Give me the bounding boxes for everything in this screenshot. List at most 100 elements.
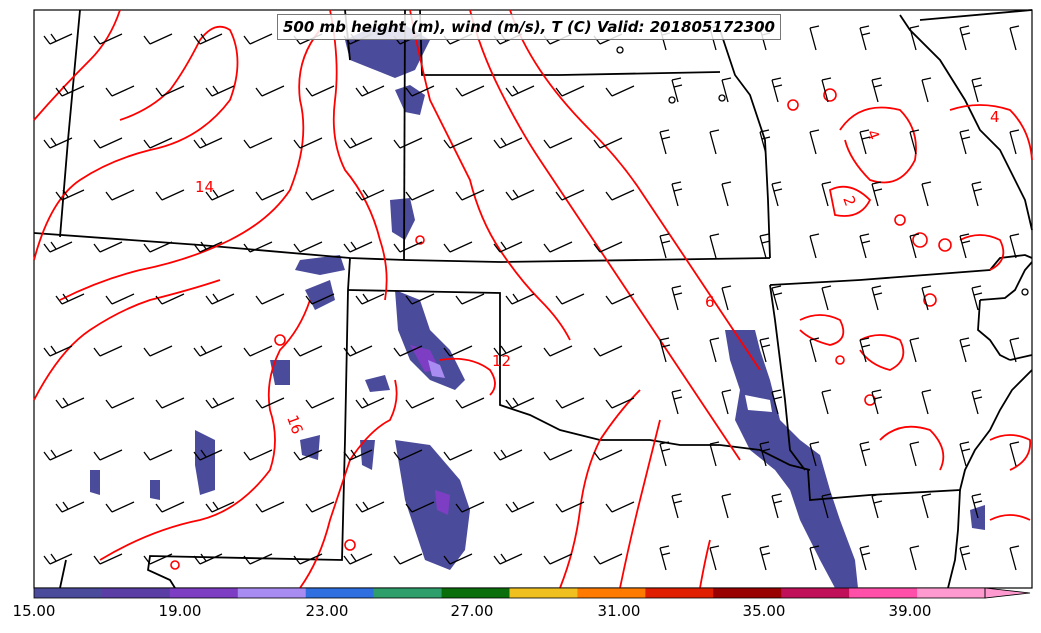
wind-barb [909, 233, 920, 259]
wind-barb [971, 181, 983, 207]
isotherm-label: 16 [283, 413, 306, 437]
wind-barb [759, 129, 771, 155]
wind-barb [771, 493, 783, 519]
wind-barb [343, 553, 373, 565]
wind-barb [55, 189, 85, 201]
wind-barb [871, 181, 883, 207]
wind-barb [93, 137, 123, 149]
colorbar-swatch [441, 588, 510, 598]
colorbar-swatch [101, 588, 171, 598]
wind-barb [93, 33, 123, 45]
wind-barb [343, 449, 373, 461]
wind-barb [193, 137, 223, 149]
wind-barb [43, 553, 73, 565]
wind-barb [443, 137, 473, 149]
wind-barb [143, 449, 173, 461]
wind-barb [909, 129, 920, 155]
wind-barb [243, 33, 273, 45]
colorbar-swatch [713, 588, 782, 598]
wind-barb [659, 129, 671, 155]
wind-barb [971, 77, 983, 103]
wind-barb [343, 345, 373, 357]
wind-barb [909, 25, 920, 51]
wind-barb [809, 337, 820, 363]
wind-barb [821, 77, 832, 103]
isotherm-label: 6 [705, 293, 715, 311]
wind-barb [671, 77, 683, 103]
wind-barb [305, 293, 335, 305]
wind-barb [505, 85, 535, 97]
wind-barb [809, 129, 820, 155]
wind-barb [593, 137, 623, 149]
wind-barb [859, 129, 871, 155]
colorbar-tick-label: 39.00 [888, 602, 932, 620]
wind-barb [443, 345, 473, 357]
wind-barb [709, 441, 720, 467]
wind-barb [493, 449, 523, 461]
wind-barb [105, 85, 135, 97]
wind-barb [255, 293, 285, 305]
wind-barb [859, 25, 871, 51]
wind-barb [393, 137, 423, 149]
wind-barb [971, 493, 983, 519]
wind-barb [721, 181, 732, 207]
wind-barb [959, 233, 971, 259]
calm-wind-marker [718, 94, 726, 102]
wind-barb [193, 241, 223, 253]
isotherm-blobs [170, 88, 952, 570]
wind-barb [155, 501, 185, 513]
wind-barb [193, 33, 223, 45]
wind-barb [959, 545, 971, 571]
wind-barb [555, 293, 585, 305]
wind-barb [593, 449, 623, 461]
wind-barb [205, 293, 235, 305]
isotherm-label: 14 [195, 178, 214, 196]
wind-barb [671, 285, 683, 311]
wind-barb [909, 337, 920, 363]
wind-barb [105, 397, 135, 409]
wind-barb [543, 241, 573, 253]
wind-barb [659, 233, 671, 259]
wind-barb [493, 553, 523, 565]
wind-barb [355, 397, 385, 409]
wind-barb [355, 501, 385, 513]
wind-barb [721, 77, 732, 103]
colorbar-swatch [781, 588, 850, 598]
wind-barb [593, 241, 623, 253]
wind-barb [393, 345, 423, 357]
wind-barb [871, 77, 883, 103]
wind-barb [293, 553, 323, 565]
wind-barb [43, 345, 73, 357]
wind-barb [305, 501, 335, 513]
wind-barb [759, 545, 771, 571]
wind-barb [293, 345, 323, 357]
wind-barb [709, 129, 720, 155]
colorbar-swatch [373, 588, 443, 598]
wind-barb [671, 389, 683, 415]
wind-barb [143, 33, 173, 45]
wind-barb [971, 389, 983, 415]
wind-barb [959, 337, 971, 363]
wind-barb [959, 25, 971, 51]
wind-barb [543, 137, 573, 149]
wind-barb [771, 285, 783, 311]
wind-barb [455, 293, 485, 305]
wind-barb [405, 397, 435, 409]
wind-barb [505, 293, 535, 305]
wind-barb [555, 501, 585, 513]
wind-barb [809, 441, 820, 467]
wind-barb [809, 25, 820, 51]
colorbar-outline [33, 587, 986, 599]
wind-barb [555, 397, 585, 409]
wind-barb [393, 449, 423, 461]
colorbar-tick-label: 31.00 [597, 602, 641, 620]
wind-barb [921, 181, 932, 207]
wind-barb [355, 293, 385, 305]
isotherm-label: 12 [492, 352, 511, 370]
wind-barb [1009, 545, 1020, 571]
wind-barb [721, 389, 732, 415]
wind-barb [193, 345, 223, 357]
wind-barb [859, 545, 871, 571]
wind-barb [155, 397, 185, 409]
colorbar-swatch [305, 588, 375, 598]
